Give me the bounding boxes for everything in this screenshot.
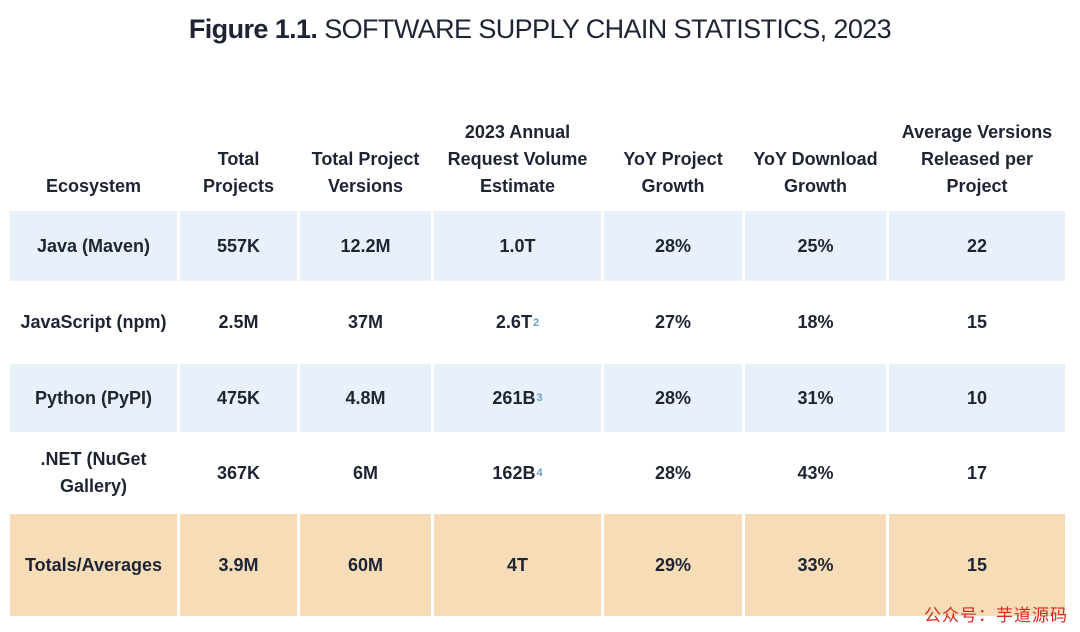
cell-value: 1.0T bbox=[499, 235, 536, 256]
row-avg-versions-cell: 15 bbox=[889, 285, 1065, 360]
header-total-project-versions: Total Project Versions bbox=[311, 149, 420, 196]
cell-value: 3.9M bbox=[218, 554, 259, 575]
cell-value: 261B bbox=[492, 387, 536, 408]
row-project-growth-cell: 28% bbox=[604, 364, 742, 432]
row-versions-cell: 37M bbox=[300, 285, 431, 360]
row-download-growth-cell: 18% bbox=[745, 285, 886, 360]
header-ecosystem: Ecosystem bbox=[45, 176, 142, 196]
row-versions-cell: 12.2M bbox=[300, 211, 431, 281]
figure-label: Figure 1.1. bbox=[188, 14, 318, 44]
totals-requests-cell: 4T bbox=[434, 514, 601, 616]
cell-value: Java (Maven) bbox=[36, 235, 151, 256]
header-average-versions: Average Versions Released per Project bbox=[901, 122, 1053, 196]
cell-value: 28% bbox=[654, 462, 692, 483]
header-request-volume: 2023 Annual Request Volume Estimate bbox=[447, 122, 588, 196]
header-yoy-download-growth: YoY Download Growth bbox=[753, 149, 878, 196]
row-versions-cell: 4.8M bbox=[300, 364, 431, 432]
cell-value: 37M bbox=[347, 312, 383, 332]
cell-value: JavaScript (npm) bbox=[20, 312, 167, 332]
cell-value: 367K bbox=[216, 462, 261, 483]
row-requests-cell: 1.0T bbox=[434, 211, 601, 281]
totals-project-growth-cell: 29% bbox=[604, 514, 742, 616]
watermark: 公众号：芋道源码 bbox=[924, 606, 1068, 626]
cell-value: 17 bbox=[966, 462, 988, 483]
row-avg-versions-cell: 17 bbox=[889, 436, 1065, 510]
cell-value: 33% bbox=[797, 554, 834, 575]
cell-value: 15 bbox=[966, 312, 988, 332]
row-ecosystem-cell: Python (PyPI) bbox=[10, 364, 177, 432]
cell-value: 557K bbox=[216, 235, 261, 256]
row-projects-cell: 367K bbox=[180, 436, 297, 510]
row-ecosystem-cell: .NET (NuGet Gallery) bbox=[10, 436, 177, 510]
header-yoy-project-growth: YoY Project Growth bbox=[623, 149, 723, 196]
cell-value: 43% bbox=[797, 462, 834, 483]
cell-value: 15 bbox=[966, 554, 988, 575]
totals-versions-cell: 60M bbox=[300, 514, 431, 616]
figure-title-text: SOFTWARE SUPPLY CHAIN STATISTICS, 2023 bbox=[324, 14, 892, 44]
cell-value: Totals/Averages bbox=[24, 554, 163, 575]
cell-value: .NET (NuGet Gallery) bbox=[40, 449, 147, 496]
totals-ecosystem-cell: Totals/Averages bbox=[10, 514, 177, 616]
row-ecosystem-cell: Java (Maven) bbox=[10, 211, 177, 281]
cell-value: 4.8M bbox=[345, 387, 386, 408]
row-avg-versions-cell: 10 bbox=[889, 364, 1065, 432]
row-projects-cell: 475K bbox=[180, 364, 297, 432]
row-ecosystem-cell: JavaScript (npm) bbox=[10, 285, 177, 360]
row-projects-cell: 557K bbox=[180, 211, 297, 281]
row-project-growth-cell: 27% bbox=[604, 285, 742, 360]
cell-value: 6M bbox=[352, 462, 378, 483]
row-download-growth-cell: 31% bbox=[745, 364, 886, 432]
cell-value: 2.6T bbox=[495, 312, 532, 332]
row-versions-cell: 6M bbox=[300, 436, 431, 510]
row-requests-cell: 162B 4 bbox=[434, 436, 601, 510]
cell-value: 475K bbox=[216, 387, 261, 408]
row-avg-versions-cell: 22 bbox=[889, 211, 1065, 281]
cell-value: 25% bbox=[797, 235, 834, 256]
cell-value: 10 bbox=[966, 387, 988, 408]
row-project-growth-cell: 28% bbox=[604, 436, 742, 510]
cell-value: 162B bbox=[492, 462, 536, 483]
totals-projects-cell: 3.9M bbox=[180, 514, 297, 616]
header-total-projects: Total Projects bbox=[202, 149, 275, 196]
row-project-growth-cell: 28% bbox=[604, 211, 742, 281]
totals-avg-versions-cell: 15 bbox=[889, 514, 1065, 616]
cell-value: 31% bbox=[797, 387, 834, 408]
cell-value: 2.5M bbox=[218, 312, 259, 332]
cell-value: 28% bbox=[654, 387, 692, 408]
row-download-growth-cell: 43% bbox=[745, 436, 886, 510]
cell-value: 22 bbox=[966, 235, 988, 256]
cell-value: 28% bbox=[654, 235, 692, 256]
cell-value: 12.2M bbox=[340, 235, 391, 256]
figure-title: Figure 1.1. SOFTWARE SUPPLY CHAIN STATIS… bbox=[0, 14, 1080, 45]
cell-value: 4T bbox=[506, 554, 528, 575]
row-requests-cell: 2.6T 2 bbox=[434, 285, 601, 360]
row-requests-cell: 261B 3 bbox=[434, 364, 601, 432]
cell-value: 29% bbox=[654, 554, 692, 575]
row-projects-cell: 2.5M bbox=[180, 285, 297, 360]
cell-value: Python (PyPI) bbox=[34, 387, 152, 408]
cell-value: 27% bbox=[654, 312, 692, 332]
cell-value: 18% bbox=[797, 312, 834, 332]
totals-download-growth-cell: 33% bbox=[745, 514, 886, 616]
row-download-growth-cell: 25% bbox=[745, 211, 886, 281]
cell-value: 60M bbox=[347, 554, 383, 575]
